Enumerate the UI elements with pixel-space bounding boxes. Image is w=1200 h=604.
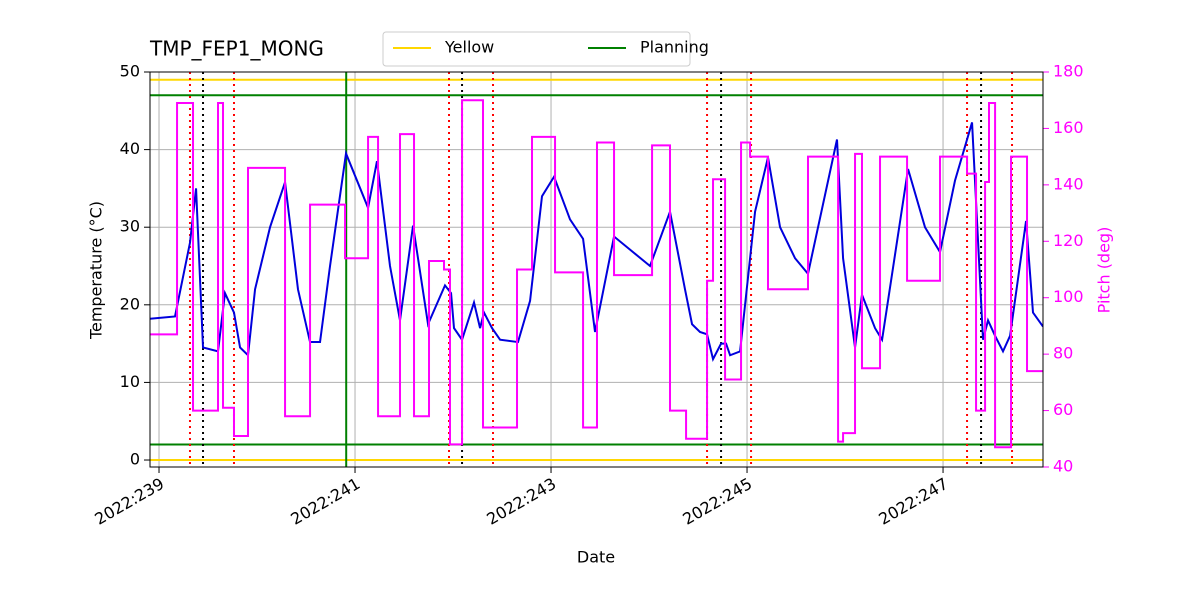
chart-title: TMP_FEP1_MONG: [149, 37, 324, 61]
legend-box: [382, 31, 691, 67]
y2-tick-label: 80: [1053, 344, 1073, 363]
y2-tick-label: 160: [1053, 118, 1084, 137]
y-tick-label: 20: [120, 294, 140, 313]
y-tick-label: 30: [120, 217, 140, 236]
x-tick-label: 2022:241: [287, 474, 363, 529]
y-tick-label: 40: [120, 139, 140, 158]
y2-tick-label: 180: [1053, 62, 1084, 81]
y-tick-label: 10: [120, 372, 140, 391]
y2-tick-label: 100: [1053, 287, 1084, 306]
y2-tick-label: 140: [1053, 174, 1084, 193]
y2-tick-label: 120: [1053, 231, 1084, 250]
y-tick-label: 0: [130, 450, 140, 469]
x-tick-label: 2022:243: [483, 474, 559, 529]
plot-frame: [149, 71, 1044, 468]
x-axis-label: Date: [577, 548, 615, 567]
y2-tick-label: 60: [1053, 400, 1073, 419]
y2-axis-label: Pitch (deg): [1095, 227, 1114, 314]
data-line: [150, 122, 1043, 362]
y2-tick-label: 40: [1053, 457, 1073, 476]
x-tick-label: 2022:245: [679, 474, 755, 529]
data-line: [150, 99, 1043, 449]
legend-label: Yellow: [444, 38, 494, 57]
legend-label: Planning: [640, 38, 709, 57]
y-tick-label: 50: [120, 62, 140, 81]
x-tick-label: 2022:239: [91, 474, 167, 529]
x-tick-label: 2022:247: [875, 474, 951, 529]
y-axis-label: Temperature (°C): [87, 201, 106, 340]
